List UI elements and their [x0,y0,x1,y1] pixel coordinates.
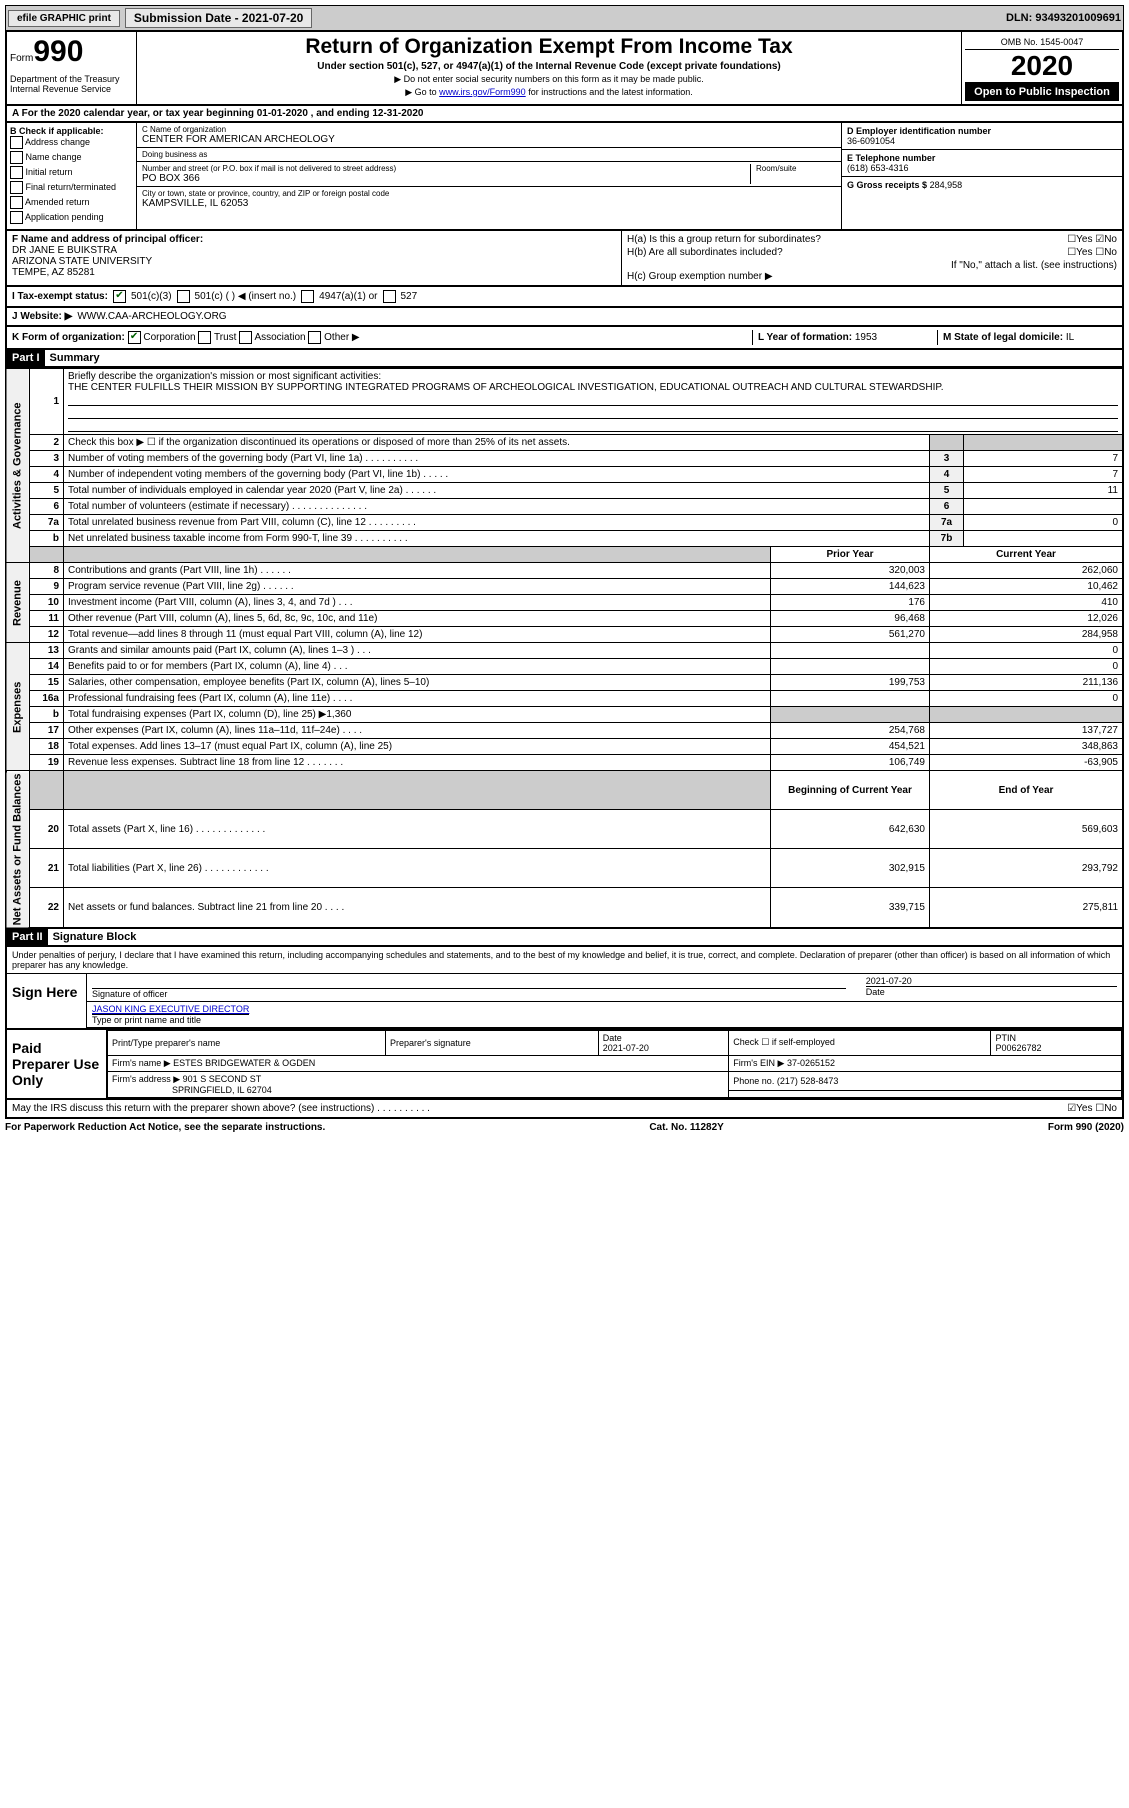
col-d-numbers: D Employer identification number 36-6091… [842,123,1122,229]
open-public: Open to Public Inspection [965,83,1119,101]
prep-ein: 37-0265152 [787,1058,835,1068]
gov-row-7b: bNet unrelated business taxable income f… [6,531,1123,547]
section-f-h: F Name and address of principal officer:… [5,231,1124,287]
year-formation: 1953 [855,332,877,343]
gross-receipts: 284,958 [930,180,963,190]
gov-row-5: 5Total number of individuals employed in… [6,483,1123,499]
col-b-checkboxes: B Check if applicable: Address change Na… [7,123,137,229]
prep-ptin: P00626782 [995,1043,1041,1053]
prep-date: 2021-07-20 [603,1043,649,1053]
omb-number: OMB No. 1545-0047 [965,35,1119,50]
gov-row-7a: 7aTotal unrelated business revenue from … [6,515,1123,531]
net-row: 20Total assets (Part X, line 16) . . . .… [6,810,1123,849]
side-gov: Activities & Governance [6,369,30,563]
irs-link[interactable]: www.irs.gov/Form990 [439,87,526,97]
form-number: Form990 [10,35,133,69]
exp-row: 16aProfessional fundraising fees (Part I… [6,691,1123,707]
chk-527[interactable] [383,290,396,303]
prep-phone: (217) 528-8473 [777,1076,839,1086]
discuss-answer[interactable]: ☑Yes ☐No [1067,1103,1117,1114]
form-sub3: ▶ Go to www.irs.gov/Form990 for instruct… [140,87,958,98]
prep-addr1: 901 S SECOND ST [183,1074,262,1084]
mission-description: Briefly describe the organization's miss… [64,369,1124,435]
chk-pending[interactable]: Application pending [10,211,133,224]
chk-4947[interactable] [301,290,314,303]
rev-row: 11Other revenue (Part VIII, column (A), … [6,611,1123,627]
fin-header-row: Prior YearCurrent Year [6,547,1123,563]
discuss-row: May the IRS discuss this return with the… [5,1100,1124,1119]
rev-row: 10Investment income (Part VIII, column (… [6,595,1123,611]
chk-initial-return[interactable]: Initial return [10,166,133,179]
main-info: B Check if applicable: Address change Na… [5,123,1124,231]
officer-addr1: ARIZONA STATE UNIVERSITY [12,256,616,267]
gov-row-3: 3Number of voting members of the governi… [6,451,1123,467]
chk-corp[interactable] [128,331,141,344]
chk-final-return[interactable]: Final return/terminated [10,181,133,194]
exp-row: 14Benefits paid to or for members (Part … [6,659,1123,675]
chk-address-change[interactable]: Address change [10,136,133,149]
row-i-tax-status: I Tax-exempt status: 501(c)(3) 501(c) ( … [5,287,1124,308]
sig-declaration: Under penalties of perjury, I declare th… [7,947,1122,974]
chk-amended[interactable]: Amended return [10,196,133,209]
top-bar: efile GRAPHIC print Submission Date - 20… [5,5,1124,31]
website-value: WWW.CAA-ARCHEOLOGY.ORG [77,311,226,322]
hb-answer[interactable]: ☐Yes ☐No [1067,247,1117,258]
signature-section: Under penalties of perjury, I declare th… [5,947,1124,1030]
department: Department of the Treasury Internal Reve… [10,74,133,94]
exp-row: 19Revenue less expenses. Subtract line 1… [6,755,1123,771]
form-sub2: ▶ Do not enter social security numbers o… [140,74,958,85]
org-address: PO BOX 366 [142,173,750,184]
paid-preparer: Paid Preparer Use Only Print/Type prepar… [5,1030,1124,1100]
sign-here-label: Sign Here [7,974,87,1028]
rev-row: 12Total revenue—add lines 8 through 11 (… [6,627,1123,643]
chk-assoc[interactable] [239,331,252,344]
chk-501c3[interactable] [113,290,126,303]
exp-row: bTotal fundraising expenses (Part IX, co… [6,707,1123,723]
officer-name: DR JANE E BUIKSTRA [12,245,616,256]
prep-firm: ESTES BRIDGEWATER & OGDEN [173,1058,315,1068]
chk-trust[interactable] [198,331,211,344]
rev-row: 9Program service revenue (Part VIII, lin… [6,579,1123,595]
summary-table: Activities & Governance 1 Briefly descri… [5,368,1124,929]
side-rev: Revenue [6,563,30,643]
form-title: Return of Organization Exempt From Incom… [140,35,958,59]
phone-value: (618) 653-4316 [847,163,1117,173]
gov-row-6: 6Total number of volunteers (estimate if… [6,499,1123,515]
net-row: 21Total liabilities (Part X, line 26) . … [6,849,1123,888]
dln: DLN: 93493201009691 [1006,12,1121,24]
prep-addr2: SPRINGFIELD, IL 62704 [172,1085,272,1095]
gov-row-4: 4Number of independent voting members of… [6,467,1123,483]
side-net: Net Assets or Fund Balances [6,771,30,928]
exp-row: 18Total expenses. Add lines 13–17 (must … [6,739,1123,755]
row-a-period: A For the 2020 calendar year, or tax yea… [5,106,1124,123]
officer-addr2: TEMPE, AZ 85281 [12,267,616,278]
state-domicile: IL [1066,332,1074,343]
efile-btn[interactable]: efile GRAPHIC print [8,10,120,27]
col-c-org-info: C Name of organization CENTER FOR AMERIC… [137,123,842,229]
chk-501c[interactable] [177,290,190,303]
part-1-header: Part I Summary [5,350,1124,368]
officer-signed-name[interactable]: JASON KING EXECUTIVE DIRECTOR [92,1004,249,1014]
org-name: CENTER FOR AMERICAN ARCHEOLOGY [142,134,836,145]
sign-date: 2021-07-20 [866,976,1117,986]
org-city: KAMPSVILLE, IL 62053 [142,198,836,209]
row-k-form-org: K Form of organization: Corporation Trus… [5,327,1124,350]
exp-row: 17Other expenses (Part IX, column (A), l… [6,723,1123,739]
tax-year: 2020 [965,50,1119,83]
row-j-website: J Website: ▶ WWW.CAA-ARCHEOLOGY.ORG [5,308,1124,327]
prep-self-employed[interactable]: Check ☐ if self-employed [729,1030,991,1055]
exp-row: 15Salaries, other compensation, employee… [6,675,1123,691]
side-exp: Expenses [6,643,30,771]
chk-other[interactable] [308,331,321,344]
net-row: 22Net assets or fund balances. Subtract … [6,888,1123,928]
part-2-header: Part II Signature Block [5,929,1124,947]
form-header: Form990 Department of the Treasury Inter… [5,31,1124,106]
ha-answer[interactable]: ☐Yes ☑No [1067,234,1117,245]
footer: For Paperwork Reduction Act Notice, see … [5,1119,1124,1136]
gov-row-2: 2Check this box ▶ ☐ if the organization … [6,435,1123,451]
ein-value: 36-6091054 [847,136,1117,146]
chk-name-change[interactable]: Name change [10,151,133,164]
submission-date: Submission Date - 2021-07-20 [125,8,312,28]
form-sub1: Under section 501(c), 527, or 4947(a)(1)… [140,61,958,72]
